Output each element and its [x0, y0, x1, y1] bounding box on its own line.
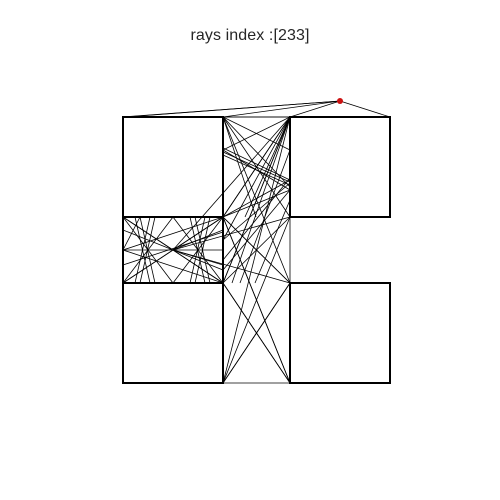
ray-segment: [254, 199, 291, 284]
ray-segment: [172, 216, 291, 251]
ray-segment: [222, 149, 291, 191]
ray-segment: [339, 100, 391, 118]
ray-segment: [122, 249, 224, 284]
ray-segment: [189, 216, 206, 284]
ray-segment: [222, 100, 341, 118]
ray-segment: [222, 182, 291, 241]
ray-segment: [124, 100, 341, 118]
ray-segment: [222, 116, 291, 284]
ray-segment: [172, 116, 291, 251]
ray-segment: [222, 116, 257, 218]
ray-segment: [122, 231, 224, 266]
walls-layer: [122, 116, 391, 384]
ray-segment: [222, 189, 291, 271]
ray-segment: [172, 249, 224, 284]
ray-segment: [122, 216, 224, 251]
ray-segment: [239, 149, 291, 284]
ray-segment: [172, 216, 224, 251]
source-point: [337, 98, 343, 104]
ray-segment: [122, 216, 174, 251]
ray-segment: [222, 282, 291, 384]
ray-segment: [222, 216, 291, 284]
ray-segment: [134, 216, 151, 284]
room-top-left: [122, 116, 224, 218]
ray-segment: [222, 116, 291, 188]
ray-segment: [289, 100, 341, 118]
ray-segment: [139, 216, 156, 284]
room-top-right: [289, 116, 391, 218]
room-bottom-right: [289, 282, 391, 384]
rays-layer: [122, 100, 391, 384]
ray-segment: [222, 189, 291, 218]
ray-segment: [222, 116, 291, 151]
ray-segment: [222, 179, 291, 218]
figure-title: rays index :[233]: [190, 27, 310, 44]
ray-segment: [222, 216, 291, 384]
ray-segment: [222, 116, 291, 241]
ray-segment: [222, 177, 291, 261]
ray-segment: [231, 116, 291, 284]
ray-segment: [222, 147, 291, 181]
ray-segment: [122, 216, 174, 284]
ray-segment: [122, 249, 174, 284]
ray-segment: [222, 116, 291, 218]
ray-segment: [172, 249, 291, 284]
source-layer: [337, 98, 343, 104]
ray-segment: [172, 216, 224, 284]
ray-segment: [194, 216, 211, 284]
room-bottom-left: [122, 282, 224, 384]
